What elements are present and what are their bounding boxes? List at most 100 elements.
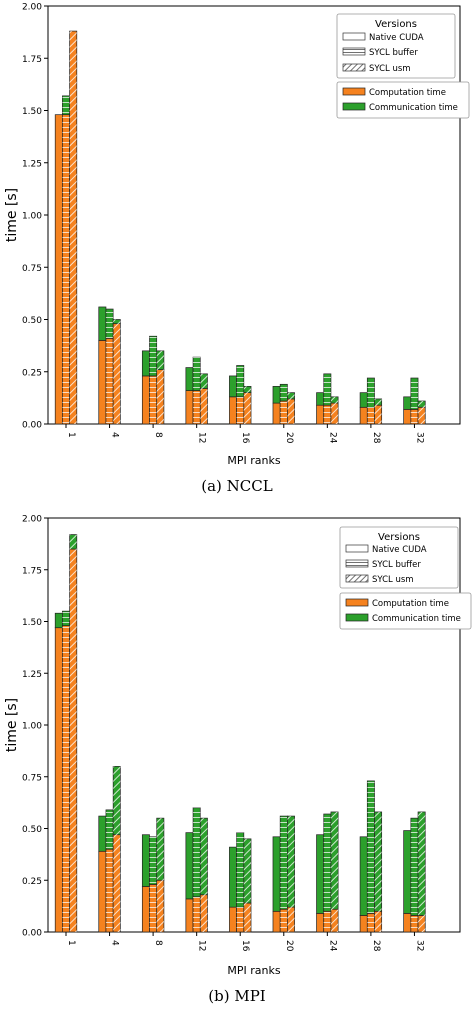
caption-nccl: (a) NCCL xyxy=(201,477,272,495)
legend-communication-label: Communication time xyxy=(369,103,458,113)
y-tick-label: 1.25 xyxy=(22,670,42,680)
bar-sycl-buffer-24 xyxy=(323,813,332,933)
bar-sycl-usm-4 xyxy=(112,766,121,933)
bar-sycl-buffer-1 xyxy=(62,610,70,933)
bar-computation xyxy=(229,906,237,933)
legend-sycl-buffer-label: SYCL buffer xyxy=(369,48,418,58)
bar-hatch-overlay xyxy=(418,401,426,424)
y-tick-label: 2.00 xyxy=(22,3,42,13)
bar-hatch-overlay xyxy=(156,818,164,932)
bar-sycl-buffer-12 xyxy=(192,356,201,425)
x-tick-label: 1 xyxy=(66,940,76,946)
bar-hatch-overlay xyxy=(330,396,339,424)
y-tick-label: 0.50 xyxy=(22,316,42,326)
bar-sycl-usm-24 xyxy=(330,811,339,933)
bar-hatch-overlay xyxy=(367,780,375,932)
bar-hatch-overlay xyxy=(280,816,288,932)
y-tick-label: 0.75 xyxy=(22,773,42,783)
bar-communication xyxy=(98,815,107,852)
bar-communication xyxy=(403,396,412,410)
bar-sycl-usm-16 xyxy=(243,386,252,425)
x-tick-label: 4 xyxy=(110,432,120,438)
bar-computation xyxy=(316,404,325,425)
bar-sycl-usm-12 xyxy=(199,373,208,425)
bar-native-cuda-4 xyxy=(98,306,107,425)
bar-communication xyxy=(229,375,237,398)
bar-sycl-buffer-8 xyxy=(149,836,158,933)
legend-versions-title: Versions xyxy=(375,19,417,30)
bar-hatch-overlay xyxy=(69,31,77,425)
legend: Versions Native CUDA SYCL buffer SYCL us… xyxy=(336,13,470,119)
bar-hatch-overlay xyxy=(374,398,382,424)
bar-communication xyxy=(272,386,281,404)
bar-hatch-overlay xyxy=(200,818,208,932)
bar-native-cuda-24 xyxy=(316,392,325,425)
bar-hatch-overlay xyxy=(193,357,201,424)
bar-sycl-buffer-24 xyxy=(323,373,332,425)
bars xyxy=(54,534,426,933)
y-tick-label: 0.25 xyxy=(22,368,42,378)
bar-computation xyxy=(316,913,325,933)
bar-sycl-buffer-16 xyxy=(236,832,245,933)
bar-communication xyxy=(229,846,237,908)
bar-native-cuda-1 xyxy=(54,612,63,933)
bar-communication xyxy=(185,367,194,391)
bar-sycl-usm-1 xyxy=(69,30,78,425)
x-tick-label: 32 xyxy=(414,432,424,443)
bar-native-cuda-8 xyxy=(141,350,150,425)
bar-hatch-overlay xyxy=(418,811,426,932)
legend-sycl-buffer-label: SYCL buffer xyxy=(372,560,421,570)
bar-sycl-usm-1 xyxy=(69,534,78,933)
bar-native-cuda-32 xyxy=(403,830,412,933)
legend-native-cuda-label: Native CUDA xyxy=(369,33,424,43)
bar-hatch-overlay xyxy=(367,378,375,424)
y-tick-label: 0.75 xyxy=(22,264,42,274)
bar-sycl-usm-32 xyxy=(417,400,426,425)
x-tick-label: 16 xyxy=(240,432,250,444)
legend-native-cuda-swatch xyxy=(342,32,366,41)
bar-communication xyxy=(98,306,107,341)
bar-sycl-buffer-4 xyxy=(105,308,114,425)
bar-sycl-buffer-20 xyxy=(279,383,288,425)
y-tick-label: 0.00 xyxy=(22,929,42,939)
bar-computation xyxy=(98,850,107,933)
bar-native-cuda-1 xyxy=(54,114,63,425)
bar-native-cuda-12 xyxy=(185,367,194,425)
y-tick-label: 1.50 xyxy=(22,618,42,628)
x-tick-label: 4 xyxy=(110,940,120,946)
legend-communication-swatch xyxy=(345,613,369,622)
legend-communication-label: Communication time xyxy=(372,614,461,624)
bar-computation xyxy=(403,409,412,425)
x-tick-label: 8 xyxy=(153,432,163,438)
bar-communication xyxy=(316,834,325,914)
bar-communication xyxy=(359,836,368,916)
bar-sycl-buffer-16 xyxy=(236,365,245,425)
bar-computation xyxy=(359,915,368,933)
bar-sycl-usm-16 xyxy=(243,838,252,933)
legend-sycl-usm-swatch xyxy=(345,574,369,583)
x-tick-label: 28 xyxy=(371,940,381,952)
bar-native-cuda-4 xyxy=(98,815,107,933)
x-tick-label: 24 xyxy=(327,940,337,952)
bar-computation xyxy=(54,627,63,933)
bar-native-cuda-32 xyxy=(403,396,412,425)
caption-mpi: (b) MPI xyxy=(208,987,266,1005)
bar-hatch-overlay xyxy=(149,836,157,932)
bar-communication xyxy=(185,832,194,900)
y-axis-label: time [s] xyxy=(4,698,20,752)
bar-native-cuda-16 xyxy=(229,846,237,933)
bar-computation xyxy=(272,910,281,933)
bar-native-cuda-20 xyxy=(272,836,281,933)
x-tick-label: 28 xyxy=(371,432,381,444)
bar-hatch-overlay xyxy=(156,350,164,424)
bar-sycl-usm-20 xyxy=(287,815,295,933)
x-tick-label: 24 xyxy=(327,432,337,444)
bar-hatch-overlay xyxy=(330,811,339,932)
bar-hatch-overlay xyxy=(149,336,157,424)
legend-components-box xyxy=(336,81,470,119)
bar-hatch-overlay xyxy=(236,365,244,424)
bar-hatch-overlay xyxy=(374,811,382,932)
bar-sycl-usm-32 xyxy=(417,811,426,933)
bar-hatch-overlay xyxy=(62,611,70,932)
